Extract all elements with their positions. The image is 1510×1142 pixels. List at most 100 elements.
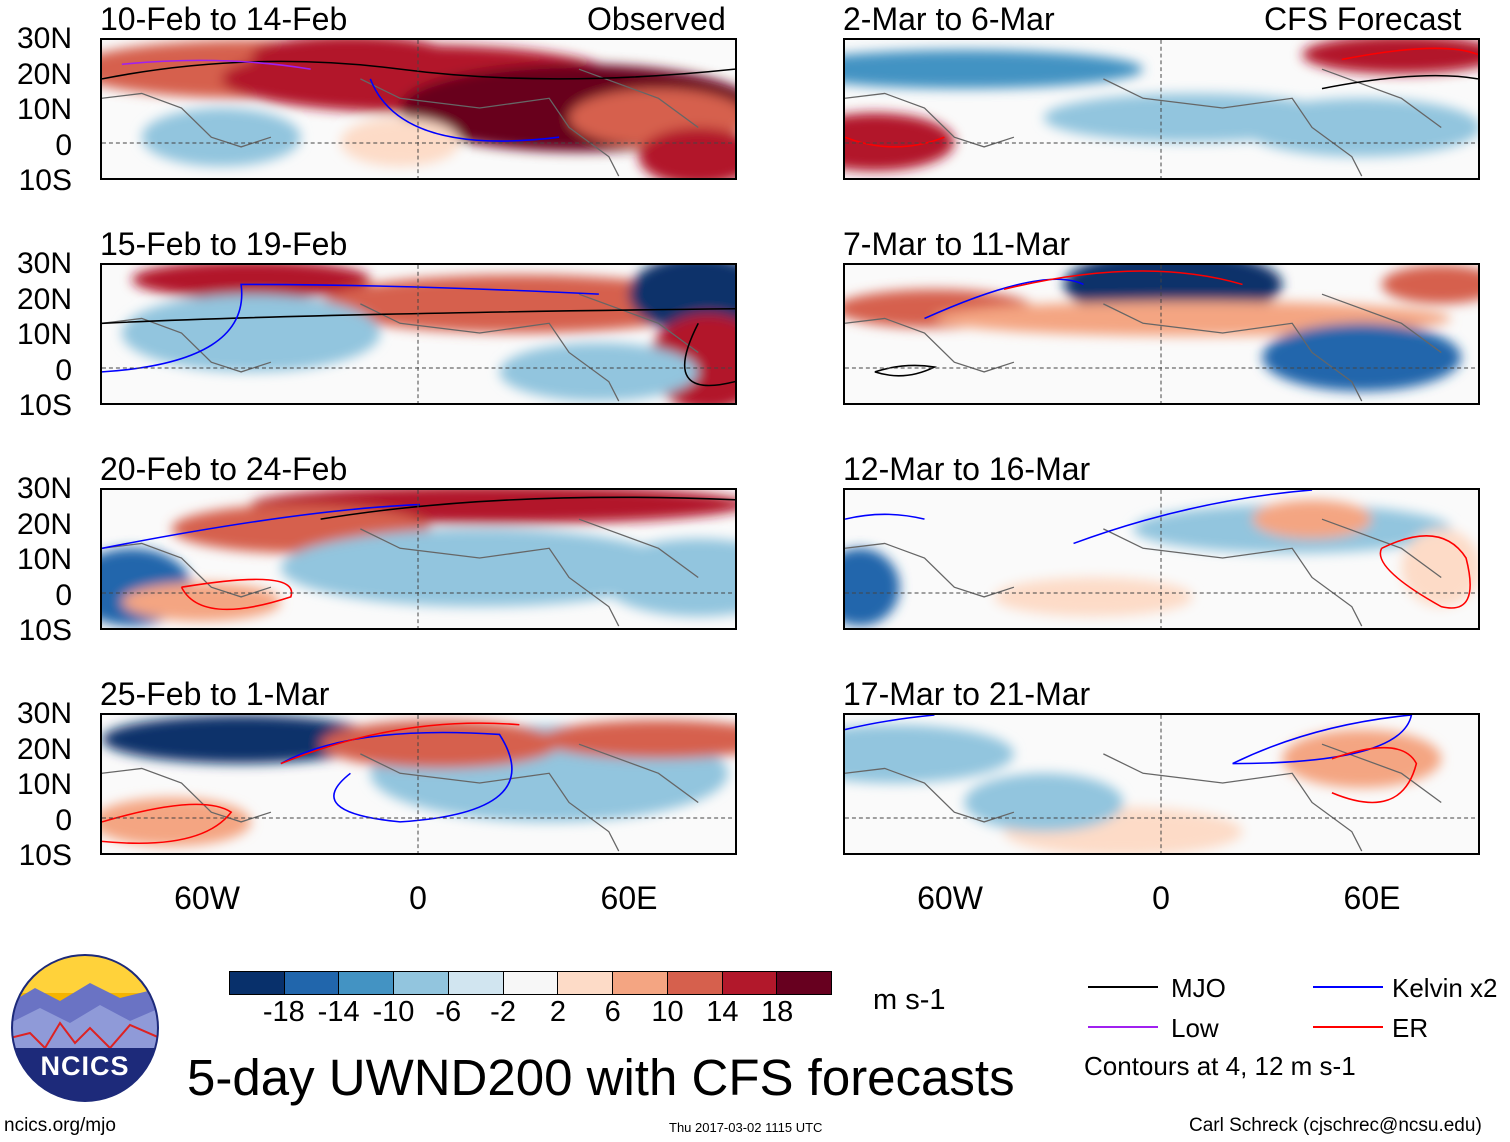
lat-label: 30N — [16, 22, 72, 55]
contour-line — [1331, 747, 1418, 804]
contour-line — [845, 136, 945, 148]
colorbar-swatch — [284, 972, 340, 994]
anomaly-region — [499, 342, 699, 402]
colorbar-tick-label: -2 — [490, 996, 516, 1028]
coastline — [102, 743, 699, 852]
coastline — [845, 518, 1442, 627]
anomaly-region — [845, 548, 900, 627]
colorbar — [229, 971, 832, 995]
map-panel — [843, 488, 1480, 630]
anomaly-region — [251, 40, 450, 75]
forecast-label: CFS Forecast — [1264, 1, 1462, 37]
contour-line — [845, 715, 935, 731]
anomaly-region — [964, 773, 1124, 832]
anomaly-region — [1381, 265, 1478, 304]
panel-title: 10-Feb to 14-Feb — [100, 1, 348, 37]
contour-line — [102, 283, 599, 373]
contour-line — [874, 364, 937, 377]
contour-line — [369, 78, 560, 142]
contour-line — [1073, 490, 1313, 545]
lat-label: 10N — [16, 768, 72, 801]
anomaly-region — [131, 265, 371, 300]
lat-label: 0 — [55, 578, 72, 612]
lat-label: 10S — [18, 389, 72, 422]
contour-line — [280, 731, 513, 823]
panel-title: 25-Feb to 1-Mar — [100, 676, 330, 712]
legend-er-line — [1313, 1026, 1383, 1028]
colorbar-tick-label: 18 — [761, 996, 794, 1028]
ncics-logo: NCICS — [10, 953, 160, 1103]
legend-kelvin-line — [1313, 986, 1383, 988]
legend-low-label: Low — [1171, 1013, 1219, 1043]
map-panel — [100, 38, 737, 180]
anomaly-region — [1302, 40, 1478, 75]
legend-mjo-label: MJO — [1171, 973, 1226, 1003]
panel-title: 17-Mar to 21-Mar — [843, 676, 1091, 712]
contour-line — [320, 496, 735, 520]
lon-label: 60E — [600, 880, 658, 916]
lon-label: 0 — [409, 880, 427, 916]
contour-line — [280, 722, 520, 765]
map-panel — [843, 38, 1480, 180]
colorbar-tick-label: 14 — [706, 996, 739, 1028]
contour-line — [180, 578, 293, 611]
colorbar-tick-label: -14 — [317, 996, 360, 1028]
lat-label: 30N — [16, 247, 72, 280]
anomaly-region — [1242, 98, 1478, 157]
anomaly-region — [845, 724, 1014, 784]
footer-timestamp: Thu 2017-03-02 1115 UTC — [669, 1120, 823, 1135]
lat-label: 10N — [16, 93, 72, 126]
legend-er-label: ER — [1392, 1013, 1429, 1043]
map-panel — [100, 488, 737, 630]
lat-label: 30N — [16, 472, 72, 505]
figure-title: 5-day UWND200 with CFS forecasts — [187, 1049, 1015, 1106]
anomaly-region — [320, 719, 560, 769]
legend-kelvin-label: Kelvin x2 — [1392, 973, 1498, 1003]
anomaly-region — [845, 112, 955, 172]
lat-label: 30N — [16, 697, 72, 730]
panel-title: 2-Mar to 6-Mar — [843, 1, 1055, 37]
lat-label: 0 — [55, 803, 72, 837]
colorbar-swatch — [558, 972, 614, 994]
anomaly-region — [598, 538, 735, 617]
colorbar-units: m s-1 — [873, 984, 946, 1016]
colorbar-tick-label: 2 — [549, 996, 566, 1028]
coastline — [102, 518, 699, 627]
contour-line — [121, 59, 311, 70]
anomaly-region — [102, 715, 381, 764]
logo-text: NCICS — [40, 1051, 130, 1081]
contour-line — [102, 60, 735, 80]
lat-label: 10N — [16, 543, 72, 576]
colorbar-swatch — [667, 972, 723, 994]
colorbar-swatch — [448, 972, 504, 994]
lat-label: 0 — [55, 128, 72, 162]
contour-line — [683, 322, 735, 387]
colorbar-swatch — [339, 972, 395, 994]
lon-label: 0 — [1152, 880, 1170, 916]
lat-label: 10S — [18, 614, 72, 647]
anomaly-region — [845, 49, 1144, 89]
anomaly-region — [141, 108, 301, 167]
colorbar-swatch — [722, 972, 778, 994]
coastline — [102, 293, 699, 402]
contour-line — [1003, 270, 1243, 291]
colorbar-swatch — [394, 972, 449, 994]
contour-line — [1321, 74, 1478, 90]
lat-label: 10N — [16, 318, 72, 351]
lon-label: 60W — [174, 880, 240, 916]
footer-url[interactable]: ncics.org/mjo — [4, 1115, 116, 1136]
lat-label: 10S — [18, 164, 72, 197]
anomaly-region — [1262, 323, 1462, 392]
lat-label: 20N — [16, 732, 72, 766]
contour-note: Contours at 4, 12 m s-1 — [1084, 1051, 1356, 1081]
contour-line — [924, 278, 1084, 320]
contour-line — [102, 503, 421, 550]
colorbar-tick-label: 6 — [604, 996, 621, 1028]
contour-line — [1379, 535, 1471, 609]
contour-line — [1341, 47, 1478, 61]
lat-label: 10S — [18, 839, 72, 872]
anomaly-region — [539, 719, 735, 759]
map-panel — [100, 263, 737, 405]
legend-mjo-line — [1088, 986, 1158, 988]
